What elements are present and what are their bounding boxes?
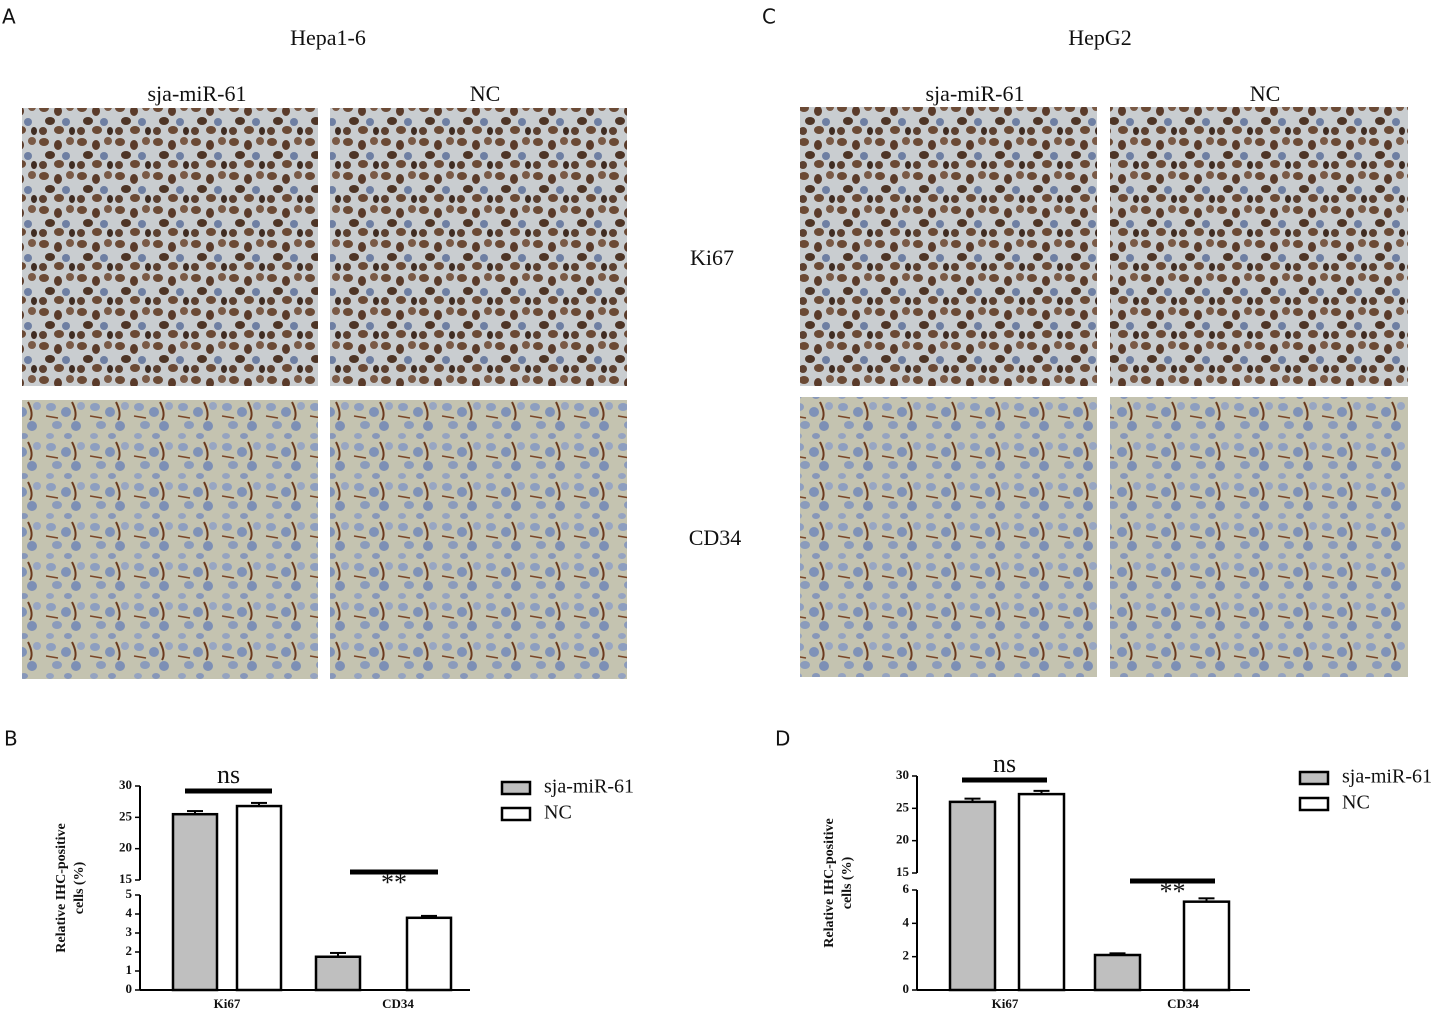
annotation: ns <box>993 749 1016 778</box>
annotation: ** <box>1160 877 1186 906</box>
y-tick-label: 20 <box>896 832 909 847</box>
row-label: CD34 <box>689 525 742 550</box>
legend-swatch <box>500 780 532 796</box>
image <box>1110 397 1408 677</box>
column-label: NC <box>470 81 501 106</box>
y-tick-label: 4 <box>126 905 133 920</box>
y-tick-label: 1 <box>126 962 133 977</box>
image <box>330 400 627 679</box>
bar <box>1017 792 1066 992</box>
image <box>800 397 1097 677</box>
y-tick-label: 0 <box>126 981 133 996</box>
panel-label: B <box>4 727 18 751</box>
image <box>22 400 318 679</box>
image <box>330 108 627 386</box>
bar <box>314 955 362 992</box>
legend-label: sja-miR-61 <box>544 776 634 798</box>
bar <box>948 800 997 992</box>
column-label: sja-miR-61 <box>926 81 1025 106</box>
image <box>800 107 1097 386</box>
annotation: ns <box>217 760 240 789</box>
legend-swatch <box>1298 770 1330 786</box>
panel-label: C <box>762 5 776 29</box>
bar-chart: 0 1 2 3 4 515 20 25 30 Ki67 ns CD34 ** Relative IHC-p… <box>54 760 634 1011</box>
micrographs <box>22 107 1408 679</box>
legend-swatch <box>1298 796 1330 812</box>
annotation: ** <box>381 868 407 897</box>
legend-label: sja-miR-61 <box>1342 766 1432 788</box>
bar <box>1182 900 1231 992</box>
x-tick-label: CD34 <box>1167 996 1199 1011</box>
y-tick-label: 0 <box>903 981 910 996</box>
y-tick-label: 25 <box>119 808 133 823</box>
y-tick-label: 4 <box>903 914 910 929</box>
y-tick-label: 15 <box>119 871 133 886</box>
column-label: sja-miR-61 <box>148 81 247 106</box>
y-axis-label: Relative IHC-positive <box>54 823 69 952</box>
row-label: Ki67 <box>690 245 734 270</box>
panel-label: D <box>775 727 790 751</box>
bar <box>1093 953 1142 992</box>
x-tick-label: Ki67 <box>214 996 241 1011</box>
y-tick-label: 15 <box>896 864 910 879</box>
column-label: NC <box>1250 81 1281 106</box>
y-tick-label: 2 <box>903 948 910 963</box>
y-tick-label: 20 <box>119 840 132 855</box>
panel-title: Hepa1-6 <box>290 25 366 50</box>
panel-title: HepG2 <box>1068 25 1132 50</box>
y-tick-label: 5 <box>126 886 133 901</box>
y-axis-label: cells (%) <box>840 856 855 909</box>
y-tick-label: 30 <box>896 767 909 782</box>
x-tick-label: CD34 <box>382 996 414 1011</box>
image <box>1110 107 1408 386</box>
x-tick-label: Ki67 <box>992 996 1019 1011</box>
legend-swatch <box>500 806 532 822</box>
y-tick-label: 2 <box>126 943 133 958</box>
legend-label: NC <box>1342 792 1370 814</box>
panel-label: A <box>2 5 16 29</box>
y-axis-label: cells (%) <box>72 861 87 914</box>
y-tick-label: 3 <box>126 924 133 939</box>
y-tick-label: 25 <box>896 799 910 814</box>
y-axis-label: Relative IHC-positive <box>822 818 837 947</box>
y-tick-label: 30 <box>119 777 132 792</box>
bar <box>235 804 283 992</box>
bar <box>171 812 219 992</box>
y-tick-label: 6 <box>903 881 910 896</box>
bar <box>405 916 453 992</box>
image <box>22 108 318 386</box>
bar-chart: 0 2 4 6 15 20 25 30 Ki67 ns CD34 ** Relative IHC-pos… <box>822 749 1432 1011</box>
legend-label: NC <box>544 802 572 824</box>
